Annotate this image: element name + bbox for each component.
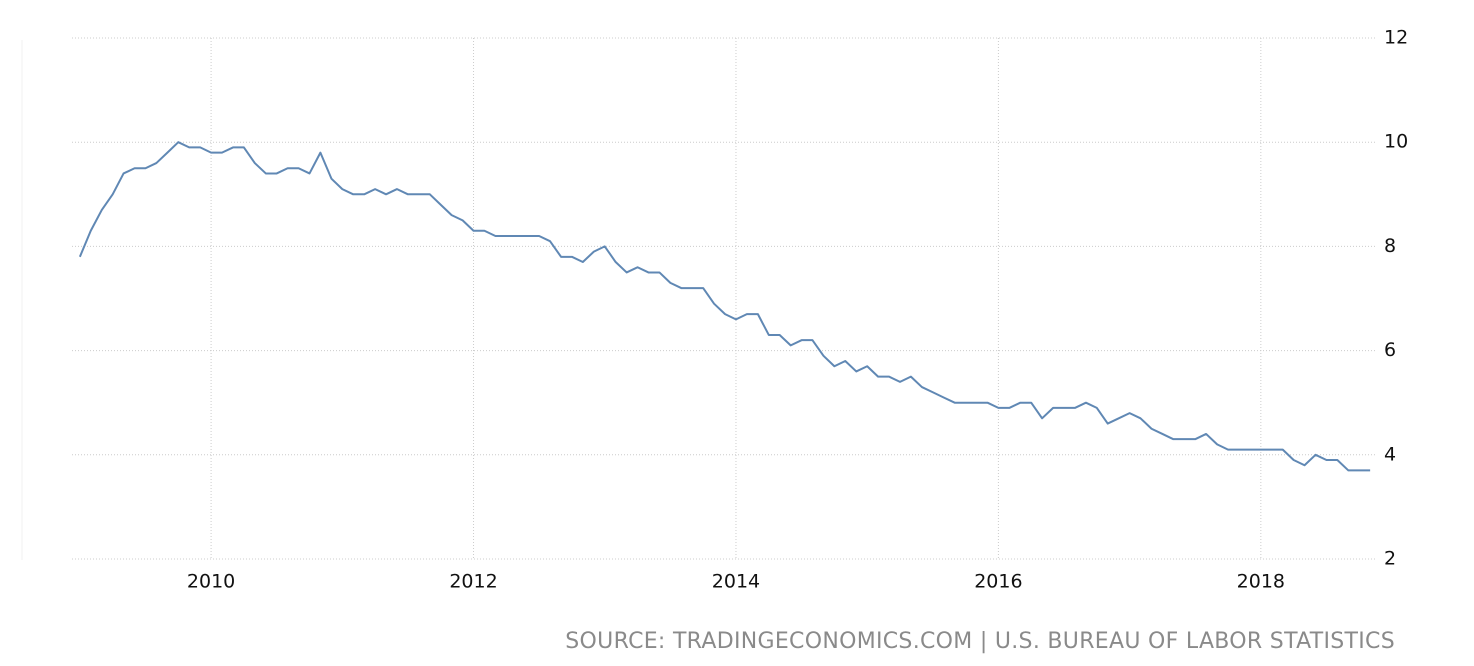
x-tick-label: 2014 bbox=[712, 571, 760, 593]
y-tick-label: 12 bbox=[1384, 27, 1408, 49]
series-line bbox=[78, 141, 1371, 472]
source-note: SOURCE: TRADINGECONOMICS.COM | U.S. BURE… bbox=[565, 629, 1395, 654]
x-tick-label: 2012 bbox=[449, 571, 497, 593]
y-tick-label: 6 bbox=[1384, 339, 1396, 361]
x-tick-label: 2016 bbox=[974, 571, 1022, 593]
y-tick-label: 2 bbox=[1384, 548, 1396, 570]
y-tick-label: 4 bbox=[1384, 443, 1396, 465]
y-tick-label: 8 bbox=[1384, 235, 1396, 257]
x-tick-label: 2010 bbox=[187, 571, 235, 593]
x-tick-label: 2018 bbox=[1237, 571, 1285, 593]
y-tick-label: 10 bbox=[1384, 131, 1408, 153]
